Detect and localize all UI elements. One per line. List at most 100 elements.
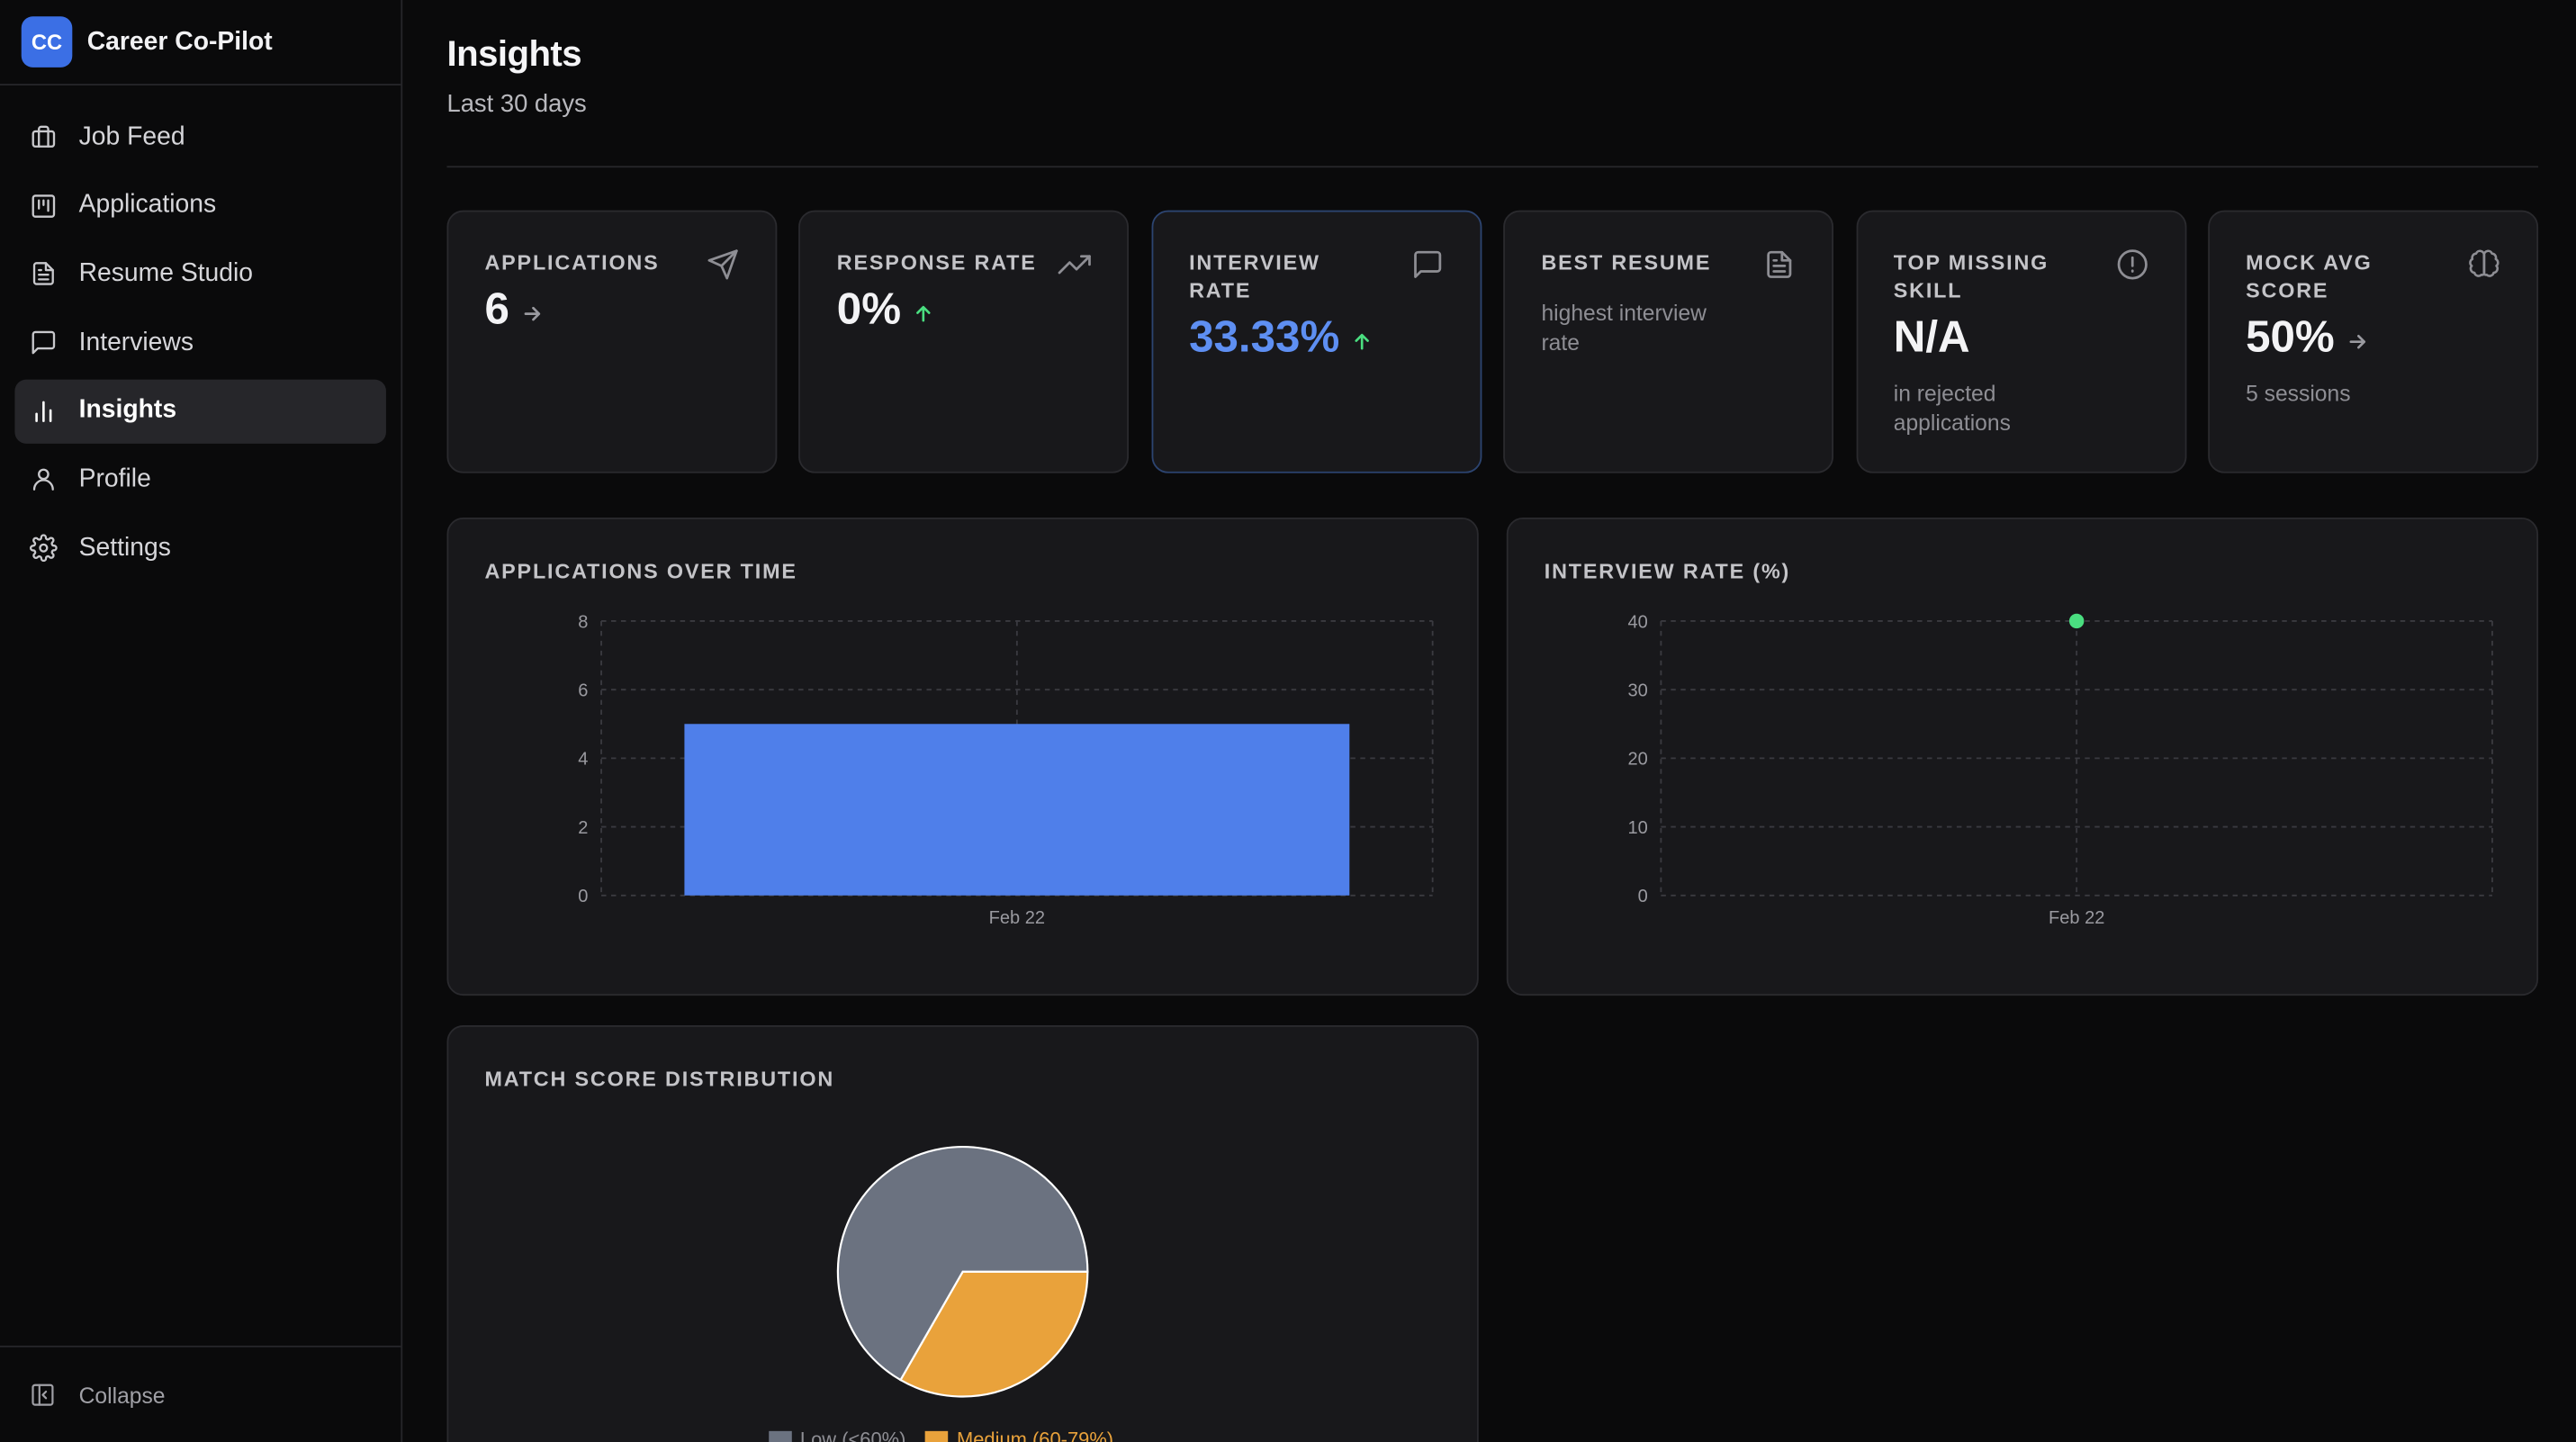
collapse-button[interactable]: Collapse (0, 1345, 401, 1442)
message-square-icon (32, 330, 56, 355)
brand[interactable]: CC Career Co-Pilot (0, 0, 401, 86)
stat-card-applications[interactable]: APPLICATIONS 6 (446, 210, 778, 473)
applications-bar-chart: 0 2 4 6 8 Feb 22 (578, 612, 1434, 928)
legend-label-medium: Medium (60-79%) (957, 1428, 1114, 1442)
file-text-icon (1767, 250, 1792, 278)
page-title: Insights (446, 32, 582, 75)
stat-value-text: 50% (2246, 311, 2335, 362)
stat-value-text: 6 (484, 284, 509, 334)
legend-item-medium[interactable]: Medium (60-79%) (925, 1428, 1113, 1442)
bar[interactable] (684, 724, 1350, 896)
interview-rate-panel: INTERVIEW RATE (%) 0 10 20 30 40 Feb 22 (1506, 517, 2539, 996)
collapse-label: Collapse (78, 1382, 166, 1408)
legend-swatch-medium (925, 1429, 949, 1442)
y-tick-label: 40 (1627, 612, 1647, 632)
stat-card-value: 33.33% (1189, 312, 1444, 364)
bar-chart-icon (35, 401, 52, 422)
send-icon (707, 249, 738, 280)
chart-title: MATCH SCORE DISTRIBUTION (484, 1066, 835, 1091)
pie-legend: Low (<60%) Medium (60-79%) (769, 1428, 1113, 1442)
sidebar-item-label: Interviews (78, 328, 194, 356)
stat-card-label: RESPONSE RATE (836, 249, 1037, 275)
alert-circle-icon (2116, 249, 2148, 280)
brand-name: Career Co-Pilot (86, 27, 273, 56)
match-score-distribution-panel: MATCH SCORE DISTRIBUTION Low (<60%) Medi… (446, 1024, 1479, 1442)
stat-card-label: TOP MISSING SKILL (1893, 249, 2049, 302)
sidebar-item-settings[interactable]: Settings (14, 516, 386, 580)
stat-card-interview-rate[interactable]: INTERVIEW RATE 33.33% (1151, 210, 1482, 473)
stat-card-top-missing-skill[interactable]: TOP MISSING SKILL N/A in rejected applic… (1855, 210, 2186, 473)
sidebar-item-resume-studio[interactable]: Resume Studio (14, 242, 386, 306)
stat-card-label: MOCK AVG SCORE (2246, 249, 2373, 302)
sidebar-item-label: Insights (78, 396, 177, 425)
stat-card-label: INTERVIEW RATE (1189, 249, 1320, 302)
sidebar-nav: Job Feed Applications Resume Studio Inte… (0, 86, 401, 604)
data-point[interactable] (2068, 613, 2085, 629)
stat-card-response-rate[interactable]: RESPONSE RATE 0% (798, 210, 1130, 473)
pie-slice-medium[interactable] (899, 1270, 1089, 1398)
sidebar-item-label: Settings (78, 533, 171, 562)
file-text-icon (32, 262, 54, 286)
stat-card-note: highest interview rate (1541, 301, 1707, 355)
stat-value-text: 0% (836, 284, 902, 334)
match-score-pie-chart (836, 1146, 1089, 1398)
stat-value-text: 33.33% (1189, 311, 1340, 362)
sidebar-item-profile[interactable]: Profile (14, 447, 386, 511)
kanban-icon (32, 194, 56, 218)
stat-card-value: 0% (837, 284, 1092, 336)
x-tick-label: Feb 22 (2049, 908, 2104, 928)
brand-logo: CC (21, 16, 73, 68)
page-subtitle: Last 30 days (446, 90, 587, 119)
y-tick-label: 10 (1627, 818, 1647, 838)
gear-icon (30, 534, 58, 563)
sidebar-item-job-feed[interactable]: Job Feed (14, 105, 386, 169)
briefcase-icon (32, 125, 56, 148)
sidebar-item-label: Profile (78, 464, 151, 493)
stat-cards: APPLICATIONS 6 RESPONSE RATE 0% INTERVIE… (446, 210, 2539, 473)
brain-icon (2469, 249, 2499, 277)
stat-card-value: 6 (484, 284, 739, 336)
chart-title: INTERVIEW RATE (%) (1544, 558, 1791, 583)
pie-slice-low[interactable] (836, 1146, 1089, 1382)
stat-card-mock-avg-score[interactable]: MOCK AVG SCORE 50% 5 sessions (2208, 210, 2539, 473)
legend-item-low[interactable]: Low (<60%) (769, 1428, 905, 1442)
sidebar-item-applications[interactable]: Applications (14, 174, 386, 238)
stat-card-note: 5 sessions (2246, 381, 2351, 406)
y-tick-label: 0 (1638, 887, 1648, 906)
stat-card-note: in rejected applications (1893, 381, 2011, 435)
trending-up-icon (1058, 255, 1092, 275)
arrow-right-icon (2349, 334, 2366, 348)
legend-swatch-low (769, 1429, 792, 1442)
interview-rate-line-chart: 0 10 20 30 40 Feb 22 (1627, 612, 2493, 928)
x-tick-label: Feb 22 (989, 908, 1045, 928)
arrow-up-icon (916, 304, 932, 321)
y-tick-label: 6 (578, 680, 588, 700)
sidebar-item-interviews[interactable]: Interviews (14, 311, 386, 374)
sidebar-item-label: Applications (78, 191, 217, 220)
user-icon (32, 469, 54, 491)
arrow-right-icon (524, 306, 541, 320)
legend-label-low: Low (<60%) (799, 1428, 906, 1442)
stat-card-value: 50% (2246, 312, 2500, 364)
panel-collapse-icon (32, 1383, 54, 1406)
stat-value-text: N/A (1893, 311, 1970, 362)
chart-title: APPLICATIONS OVER TIME (484, 558, 797, 583)
sidebar-item-label: Resume Studio (78, 259, 254, 288)
y-tick-label: 4 (578, 750, 588, 770)
sidebar-item-insights[interactable]: Insights (14, 379, 386, 444)
stat-card-label: BEST RESUME (1541, 249, 1712, 275)
arrow-up-icon (1356, 332, 1370, 349)
y-tick-label: 8 (578, 612, 588, 632)
message-square-icon (1413, 250, 1441, 278)
y-tick-label: 2 (578, 818, 588, 838)
stat-card-value: N/A (1894, 312, 2148, 364)
y-tick-label: 20 (1627, 750, 1647, 770)
header-divider (446, 166, 2539, 168)
stat-card-label: APPLICATIONS (484, 249, 660, 275)
sidebar: CC Career Co-Pilot Job Feed Applications… (0, 0, 403, 1442)
y-tick-label: 0 (578, 887, 588, 906)
applications-over-time-panel: APPLICATIONS OVER TIME 0 2 4 6 8 Feb 22 (446, 517, 1479, 996)
stat-card-best-resume[interactable]: BEST RESUME highest interview rate (1503, 210, 1834, 473)
sidebar-item-label: Job Feed (78, 122, 185, 151)
y-tick-label: 30 (1627, 680, 1647, 700)
